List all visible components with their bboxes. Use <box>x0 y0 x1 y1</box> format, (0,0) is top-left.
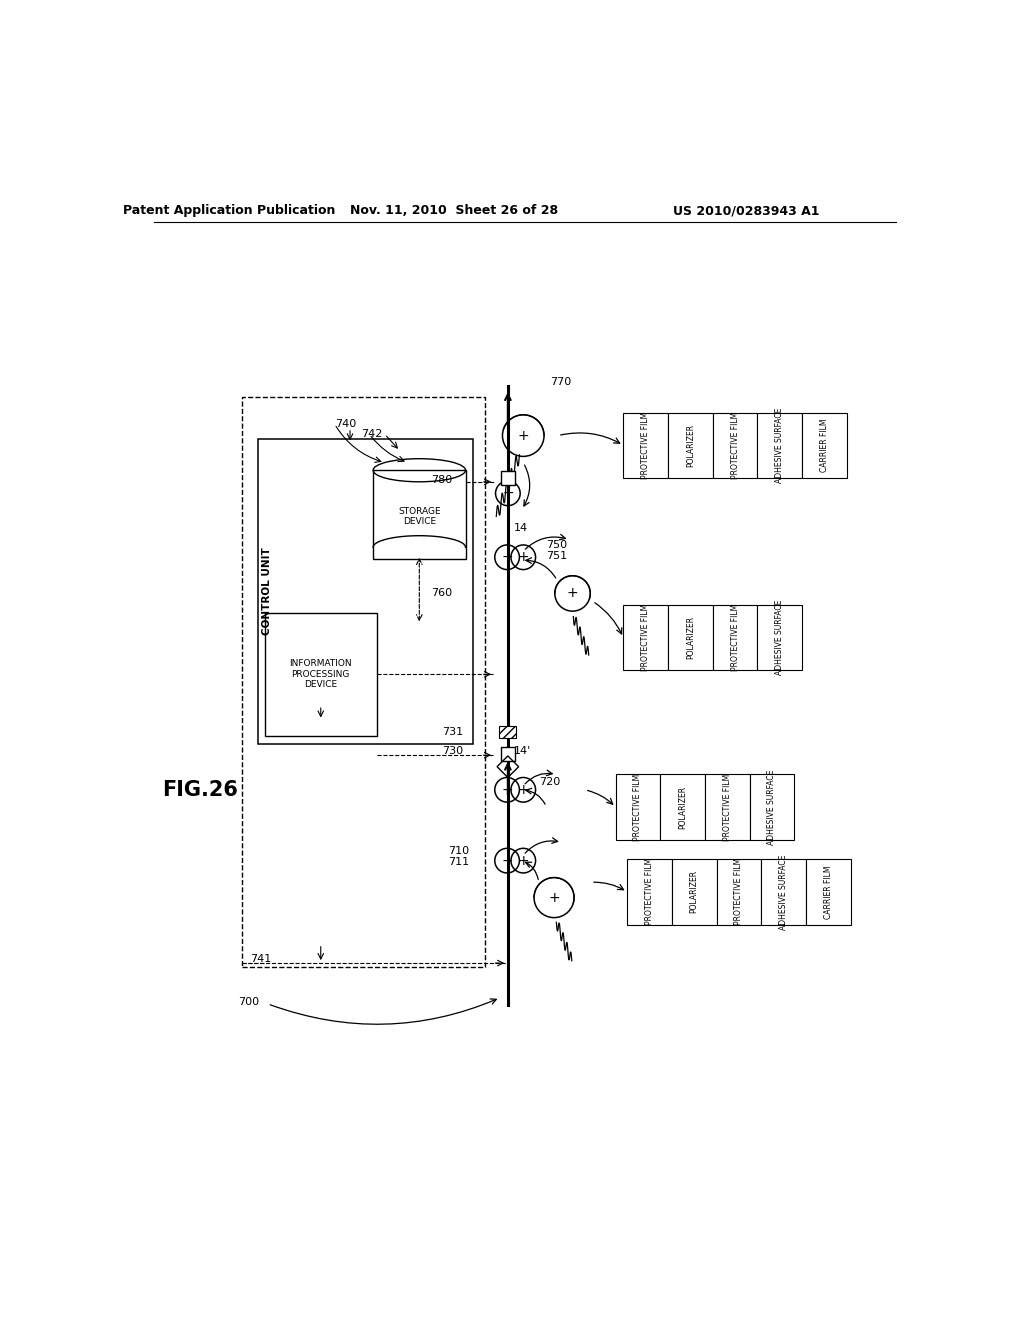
Text: PROTECTIVE FILM: PROTECTIVE FILM <box>645 858 654 925</box>
Bar <box>265 612 377 737</box>
Bar <box>750 775 795 840</box>
Text: +: + <box>517 550 529 564</box>
Text: Patent Application Publication: Patent Application Publication <box>123 205 335 218</box>
Bar <box>758 412 802 478</box>
Bar <box>243 397 484 966</box>
Bar <box>705 775 750 840</box>
Text: POLARIZER: POLARIZER <box>690 870 698 913</box>
Text: POLARIZER: POLARIZER <box>686 424 695 467</box>
Text: +: + <box>502 550 513 564</box>
Text: PROTECTIVE FILM: PROTECTIVE FILM <box>730 412 739 479</box>
Text: 742: 742 <box>361 429 383 440</box>
Text: FIG.26: FIG.26 <box>162 780 238 800</box>
Bar <box>628 859 672 924</box>
Text: CARRIER FILM: CARRIER FILM <box>823 865 833 919</box>
Text: +: + <box>517 783 529 797</box>
Text: 780: 780 <box>431 475 453 486</box>
Text: +: + <box>517 429 529 442</box>
Bar <box>713 605 758 671</box>
Text: PROTECTIVE FILM: PROTECTIVE FILM <box>730 605 739 672</box>
Bar <box>615 775 660 840</box>
Text: ADHESIVE SURFACE: ADHESIVE SURFACE <box>775 601 784 676</box>
Text: STORAGE
DEVICE: STORAGE DEVICE <box>398 507 440 527</box>
Text: 14: 14 <box>514 523 528 533</box>
Text: PROTECTIVE FILM: PROTECTIVE FILM <box>641 605 650 672</box>
Bar <box>501 471 515 484</box>
Text: INFORMATION
PROCESSING
DEVICE: INFORMATION PROCESSING DEVICE <box>290 660 352 689</box>
Text: 760: 760 <box>431 589 453 598</box>
Text: +: + <box>566 586 579 601</box>
Bar <box>806 859 851 924</box>
Text: 711: 711 <box>449 857 469 867</box>
Bar <box>802 412 847 478</box>
Bar <box>717 859 761 924</box>
Bar <box>660 775 705 840</box>
Text: 14': 14' <box>514 746 531 756</box>
Text: PROTECTIVE FILM: PROTECTIVE FILM <box>734 858 743 925</box>
Bar <box>500 726 516 738</box>
Text: 710: 710 <box>449 846 469 857</box>
Text: 751: 751 <box>547 550 567 561</box>
Bar <box>761 859 806 924</box>
Text: 720: 720 <box>539 777 560 787</box>
Text: ADHESIVE SURFACE: ADHESIVE SURFACE <box>775 408 784 483</box>
Text: ADHESIVE SURFACE: ADHESIVE SURFACE <box>779 854 788 929</box>
Text: PROTECTIVE FILM: PROTECTIVE FILM <box>641 412 650 479</box>
Text: PROTECTIVE FILM: PROTECTIVE FILM <box>723 774 732 841</box>
Bar <box>668 412 713 478</box>
Bar <box>672 859 717 924</box>
Text: 740: 740 <box>335 418 356 429</box>
Text: ADHESIVE SURFACE: ADHESIVE SURFACE <box>767 770 776 845</box>
Bar <box>713 412 758 478</box>
Text: US 2010/0283943 A1: US 2010/0283943 A1 <box>674 205 820 218</box>
Text: 731: 731 <box>442 727 463 737</box>
Text: Nov. 11, 2010  Sheet 26 of 28: Nov. 11, 2010 Sheet 26 of 28 <box>350 205 558 218</box>
Bar <box>501 747 515 760</box>
Text: 741: 741 <box>250 954 271 964</box>
Text: 750: 750 <box>547 540 567 550</box>
Text: CONTROL UNIT: CONTROL UNIT <box>262 548 271 635</box>
Text: +: + <box>502 486 514 500</box>
Text: +: + <box>517 854 529 867</box>
Text: POLARIZER: POLARIZER <box>686 616 695 659</box>
Text: POLARIZER: POLARIZER <box>678 785 687 829</box>
Text: +: + <box>502 854 513 867</box>
Bar <box>258 440 473 743</box>
Text: 730: 730 <box>442 746 463 756</box>
Bar <box>668 605 713 671</box>
Bar <box>624 605 668 671</box>
Text: +: + <box>502 783 513 797</box>
Bar <box>624 412 668 478</box>
Text: +: + <box>548 891 560 904</box>
Text: CARRIER FILM: CARRIER FILM <box>820 418 828 473</box>
Bar <box>373 470 466 558</box>
Text: PROTECTIVE FILM: PROTECTIVE FILM <box>634 774 642 841</box>
Bar <box>758 605 802 671</box>
Text: 770: 770 <box>550 376 571 387</box>
Text: 700: 700 <box>239 997 259 1007</box>
